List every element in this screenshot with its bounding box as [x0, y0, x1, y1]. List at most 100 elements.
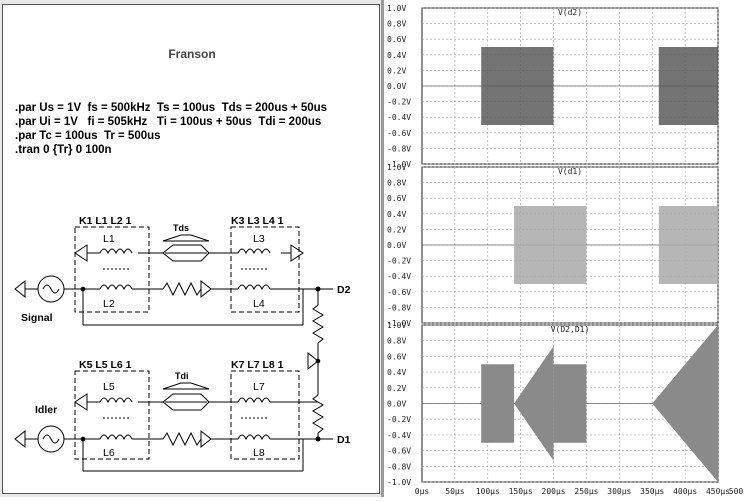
x-tick-label: 100µs — [476, 487, 500, 496]
directive-idler-params[interactable]: .par Ui = 1V fi = 505kHz Ti = 100us + 50… — [15, 116, 322, 128]
y-tick-label: -1.0V — [387, 160, 411, 169]
signal-burst — [658, 47, 718, 125]
directive-timing-params[interactable]: .par Tc = 100us Tr = 500us — [15, 130, 161, 142]
diff-burst — [514, 346, 554, 461]
label-idler[interactable]: Idler — [35, 404, 57, 416]
directive-signal-params[interactable]: .par Us = 1V fs = 500kHz Ts = 100us Tds … — [15, 102, 328, 114]
y-tick-label: -1.0V — [387, 319, 411, 328]
y-tick-label: 0.0V — [387, 241, 406, 250]
y-tick-label: 0.6V — [387, 352, 406, 361]
inductor-l8[interactable] — [237, 434, 271, 441]
signal-burst — [658, 206, 718, 284]
label-d2[interactable]: D2 — [337, 284, 351, 296]
tdi-left-arrow — [162, 382, 210, 390]
diff-burst — [652, 325, 718, 482]
inductor-l4[interactable] — [237, 284, 271, 291]
inductor-l5[interactable] — [99, 397, 133, 404]
tds-left-arrow — [162, 234, 210, 242]
label-l7[interactable]: L7 — [253, 381, 265, 393]
y-tick-label: 0.2V — [387, 225, 406, 234]
y-tick-label: -0.6V — [387, 288, 411, 297]
schematic-pane[interactable]: Franson .par Us = 1V fs = 500kHz Ts = 10… — [2, 4, 380, 494]
waveform-viewer[interactable]: 1.0V 0.8V 0.6V 0.4V 0.2V 0.0V -0.2V -0.4V -0.6V -… — [384, 0, 754, 497]
label-k5[interactable]: K5 L5 L6 1 — [79, 359, 132, 371]
inductor-l1[interactable] — [99, 248, 133, 255]
x-tick-label: 50µs — [445, 487, 464, 496]
x-tick-label: 200µs — [542, 487, 566, 496]
label-l1[interactable]: L1 — [103, 233, 115, 245]
y-tick-label: -0.2V — [387, 257, 411, 266]
label-l3[interactable]: L3 — [253, 233, 265, 245]
y-tick-label: -0.2V — [387, 98, 411, 107]
x-tick-label: 150µs — [509, 487, 533, 496]
inductor-l2[interactable] — [99, 284, 133, 291]
y-tick-label: 1.0V — [387, 321, 406, 330]
y-tick-label: -0.6V — [387, 129, 411, 138]
trace-title: V(d1) — [558, 167, 582, 176]
label-tdi[interactable]: Tdi — [175, 371, 189, 381]
diff-burst — [553, 364, 587, 443]
label-l2[interactable]: L2 — [103, 298, 115, 310]
label-k1[interactable]: K1 L1 L2 1 — [79, 215, 132, 227]
resistor-idler-delay[interactable] — [162, 431, 202, 447]
label-signal[interactable]: Signal — [21, 312, 53, 324]
inductor-l3[interactable] — [237, 248, 271, 255]
circuit-diagram: K1 L1 L2 1 K3 L3 L4 1 Tds L1 L2 L3 L4 Si… — [14, 215, 351, 472]
inductor-l6[interactable] — [99, 434, 133, 441]
y-tick-label: 0.6V — [387, 194, 406, 203]
y-tick-label: 0.8V — [387, 337, 406, 346]
tline-tdi[interactable] — [162, 393, 210, 411]
y-tick-label: 0.4V — [387, 51, 406, 60]
x-tick-label: 0µs — [415, 487, 430, 496]
y-tick-label: 0.4V — [387, 210, 406, 219]
y-tick-label: 0.8V — [387, 20, 406, 29]
y-tick-label: 1.0V — [387, 4, 406, 13]
label-l8[interactable]: L8 — [253, 447, 265, 459]
y-tick-label: -0.8V — [387, 303, 411, 312]
y-tick-label: 0.2V — [387, 384, 406, 393]
y-tick-label: 1.0V — [387, 163, 406, 172]
y-tick-label: -0.8V — [387, 144, 411, 153]
label-l6[interactable]: L6 — [103, 447, 115, 459]
y-tick-label: 0.8V — [387, 179, 406, 188]
signal-burst — [514, 206, 587, 284]
x-tick-label: 250µs — [574, 487, 598, 496]
trace-title: V(D2,D1) — [551, 325, 590, 334]
waveform-plot-area[interactable]: 1.0V 0.8V 0.6V 0.4V 0.2V 0.0V -0.2V -0.4V -0.6V -… — [384, 0, 754, 497]
y-tick-label: 0.2V — [387, 66, 406, 75]
x-tick-label: 350µs — [640, 487, 664, 496]
y-tick-label: 0.6V — [387, 35, 406, 44]
y-tick-label: 0.0V — [387, 400, 406, 409]
resistor-d1[interactable] — [312, 394, 324, 434]
label-tds[interactable]: Tds — [173, 223, 189, 233]
label-l4[interactable]: L4 — [253, 298, 265, 310]
resistor-signal-delay[interactable] — [162, 281, 202, 297]
x-tick-label: 300µs — [607, 487, 631, 496]
coupling-box-k1 — [74, 226, 150, 313]
ground-arrow — [307, 351, 319, 371]
resistor-d2[interactable] — [312, 304, 324, 344]
pane-splitter[interactable] — [381, 0, 384, 497]
y-tick-label: -0.4V — [387, 272, 411, 281]
label-k7[interactable]: K7 L7 L8 1 — [231, 359, 284, 371]
y-tick-label: 0.4V — [387, 368, 406, 377]
directive-tran[interactable]: .tran 0 {Tr} 0 100n — [15, 144, 112, 156]
y-tick-label: -0.8V — [387, 462, 411, 471]
trace-title: V(d2) — [558, 8, 582, 17]
coupling-box-k5 — [74, 370, 150, 460]
y-tick-label: 0.0V — [387, 82, 406, 91]
inductor-l7[interactable] — [237, 397, 271, 404]
port-arrow-left-top — [74, 244, 88, 262]
x-tick-label: 500 — [729, 487, 744, 496]
y-tick-label: -0.4V — [387, 431, 411, 440]
tline-tds[interactable] — [162, 244, 210, 262]
label-k3[interactable]: K3 L3 L4 1 — [231, 215, 284, 227]
y-tick-label: -1.0V — [387, 478, 411, 487]
y-tick-label: -0.2V — [387, 415, 411, 424]
port-arrow-right-top — [290, 244, 304, 262]
label-d1[interactable]: D1 — [337, 434, 351, 446]
coupling-box-k3 — [230, 226, 300, 313]
y-tick-label: -0.4V — [387, 113, 411, 122]
label-l5[interactable]: L5 — [103, 381, 115, 393]
